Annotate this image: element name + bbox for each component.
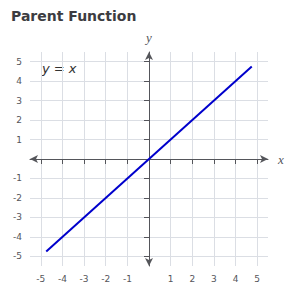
svg-text:-5: -5 <box>36 274 45 283</box>
svg-text:x: x <box>277 152 284 167</box>
svg-text:2: 2 <box>16 115 22 125</box>
svg-text:-2: -2 <box>13 193 22 203</box>
svg-text:1: 1 <box>16 135 22 145</box>
svg-text:-4: -4 <box>58 274 67 283</box>
svg-text:-1: -1 <box>13 173 22 183</box>
svg-text:4: 4 <box>16 76 22 86</box>
svg-text:y: y <box>144 30 152 45</box>
svg-text:-5: -5 <box>13 251 22 261</box>
svg-text:3: 3 <box>211 274 217 283</box>
svg-text:3: 3 <box>16 96 22 106</box>
svg-text:5: 5 <box>16 57 22 67</box>
svg-text:-2: -2 <box>101 274 110 283</box>
svg-text:-4: -4 <box>13 232 22 242</box>
svg-text:-1: -1 <box>123 274 132 283</box>
svg-text:1: 1 <box>168 274 174 283</box>
svg-text:y = x: y = x <box>41 61 77 76</box>
svg-text:4: 4 <box>233 274 239 283</box>
svg-text:-3: -3 <box>80 274 89 283</box>
svg-text:Parent Function: Parent Function <box>11 8 136 24</box>
svg-text:-3: -3 <box>13 212 22 222</box>
svg-text:2: 2 <box>189 274 195 283</box>
svg-text:5: 5 <box>254 274 260 283</box>
